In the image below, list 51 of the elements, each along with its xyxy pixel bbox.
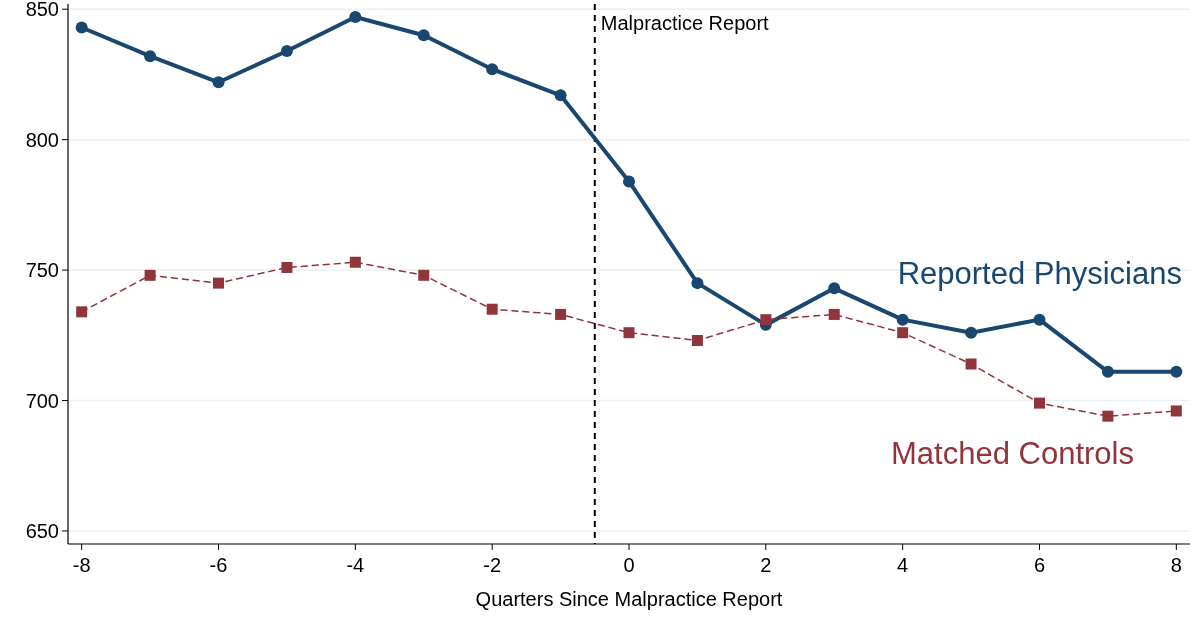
- series-label: Matched Controls: [891, 435, 1134, 471]
- y-tick-label: 650: [25, 519, 59, 542]
- y-tick-label: 800: [25, 128, 59, 151]
- point: [555, 308, 567, 320]
- point: [896, 313, 909, 326]
- x-tick-label: 4: [897, 554, 909, 576]
- point: [144, 269, 156, 281]
- point: [760, 314, 772, 326]
- point: [1101, 365, 1114, 378]
- point: [76, 306, 88, 318]
- point: [486, 303, 498, 315]
- x-tick-label: -2: [483, 554, 502, 576]
- point: [691, 335, 703, 347]
- point: [212, 76, 225, 89]
- x-tick-label: 8: [1170, 554, 1182, 576]
- point: [486, 63, 499, 76]
- point: [1102, 410, 1114, 422]
- point: [75, 21, 88, 34]
- point: [828, 282, 841, 295]
- y-tick-label: 850: [25, 0, 59, 21]
- point: [828, 308, 840, 320]
- point: [623, 175, 635, 188]
- point: [349, 11, 362, 24]
- ref-line-label: Malpractice Report: [600, 12, 770, 34]
- point: [965, 358, 977, 370]
- point: [897, 327, 909, 339]
- point: [1033, 313, 1046, 326]
- point: [281, 261, 293, 273]
- x-tick-label: 2: [760, 554, 772, 576]
- x-tick-label: 0: [623, 554, 635, 576]
- x-tick-label: 6: [1033, 554, 1046, 576]
- point: [965, 326, 978, 339]
- x-tick-label: -4: [346, 554, 365, 576]
- point: [417, 29, 430, 42]
- point: [418, 269, 430, 281]
- series-label: Reported Physicians: [897, 255, 1182, 291]
- point: [623, 327, 635, 339]
- x-axis-title: Quarters Since Malpractice Report: [475, 588, 783, 610]
- point: [1170, 405, 1182, 417]
- x-tick-label: -8: [72, 554, 91, 576]
- point: [144, 50, 157, 63]
- point: [280, 44, 293, 57]
- y-tick-label: 750: [25, 259, 59, 282]
- x-tick-label: -6: [209, 554, 228, 576]
- point: [554, 89, 567, 102]
- point: [349, 256, 361, 268]
- point: [691, 277, 704, 290]
- point: [213, 277, 225, 289]
- y-tick-label: 700: [25, 389, 59, 412]
- point: [1033, 397, 1045, 409]
- point: [1170, 365, 1183, 378]
